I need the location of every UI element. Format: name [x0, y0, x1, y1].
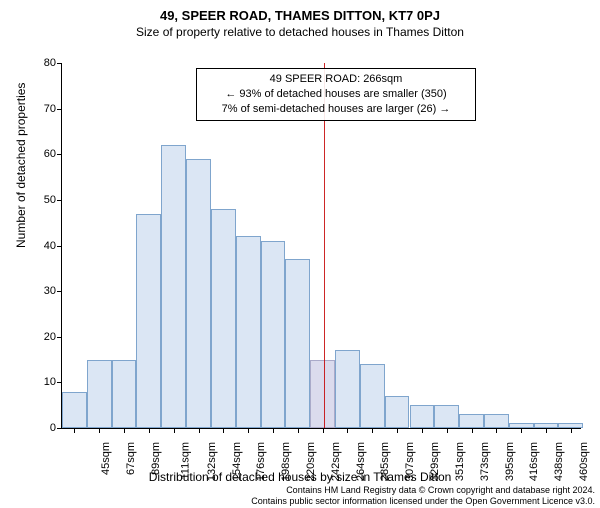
histogram-bar: [285, 259, 310, 428]
y-tick: [57, 337, 62, 338]
histogram-bar: [112, 360, 137, 428]
histogram-bar: [136, 214, 161, 428]
y-tick: [57, 63, 62, 64]
y-tick: [57, 154, 62, 155]
histogram-bar: [459, 414, 484, 428]
annotation-line: 49 SPEER ROAD: 266sqm: [203, 72, 469, 87]
annotation-box: 49 SPEER ROAD: 266sqm← 93% of detached h…: [196, 68, 476, 121]
x-tick: [99, 428, 100, 433]
x-tick: [323, 428, 324, 433]
histogram-bar: [434, 405, 459, 428]
x-tick: [199, 428, 200, 433]
y-tick-label: 50: [44, 194, 56, 206]
plot-region: 0102030405060708045sqm67sqm89sqm111sqm13…: [61, 63, 581, 429]
x-tick: [422, 428, 423, 433]
y-tick: [57, 246, 62, 247]
chart-title: 49, SPEER ROAD, THAMES DITTON, KT7 0PJ: [0, 8, 600, 23]
x-tick: [521, 428, 522, 433]
y-tick-label: 60: [44, 148, 56, 160]
x-tick: [74, 428, 75, 433]
y-tick-label: 10: [44, 376, 56, 388]
footer-line-2: Contains public sector information licen…: [251, 496, 595, 507]
histogram-bar: [236, 236, 261, 428]
x-tick: [372, 428, 373, 433]
x-tick: [248, 428, 249, 433]
y-tick-label: 0: [50, 422, 56, 434]
x-tick: [174, 428, 175, 433]
y-tick-label: 30: [44, 285, 56, 297]
x-tick: [298, 428, 299, 433]
annotation-line: 7% of semi-detached houses are larger (2…: [203, 102, 469, 117]
footer-line-1: Contains HM Land Registry data © Crown c…: [251, 485, 595, 496]
x-tick: [546, 428, 547, 433]
y-axis-label: Number of detached properties: [14, 83, 28, 248]
chart-area: 0102030405060708045sqm67sqm89sqm111sqm13…: [61, 63, 580, 428]
histogram-bar: [385, 396, 410, 428]
histogram-bar: [62, 392, 87, 429]
histogram-bar: [484, 414, 509, 428]
histogram-bar: [360, 364, 385, 428]
chart-subtitle: Size of property relative to detached ho…: [0, 25, 600, 39]
x-tick: [273, 428, 274, 433]
histogram-bar: [410, 405, 435, 428]
x-tick: [447, 428, 448, 433]
y-tick: [57, 291, 62, 292]
x-tick: [223, 428, 224, 433]
histogram-bar: [310, 360, 335, 428]
y-tick: [57, 428, 62, 429]
x-tick: [347, 428, 348, 433]
histogram-bar: [335, 350, 360, 428]
histogram-bar: [261, 241, 286, 428]
x-tick: [496, 428, 497, 433]
x-tick: [124, 428, 125, 433]
x-axis-label: Distribution of detached houses by size …: [0, 470, 600, 484]
histogram-bar: [211, 209, 236, 428]
x-tick: [397, 428, 398, 433]
x-tick: [571, 428, 572, 433]
x-tick: [472, 428, 473, 433]
annotation-line: ← 93% of detached houses are smaller (35…: [203, 87, 469, 102]
y-tick-label: 20: [44, 331, 56, 343]
y-tick: [57, 382, 62, 383]
y-tick-label: 80: [44, 57, 56, 69]
y-tick: [57, 200, 62, 201]
y-tick-label: 40: [44, 240, 56, 252]
footer-attribution: Contains HM Land Registry data © Crown c…: [251, 485, 595, 508]
histogram-bar: [87, 360, 112, 428]
histogram-bar: [186, 159, 211, 428]
histogram-bar: [161, 145, 186, 428]
y-tick-label: 70: [44, 103, 56, 115]
x-tick: [149, 428, 150, 433]
y-tick: [57, 109, 62, 110]
